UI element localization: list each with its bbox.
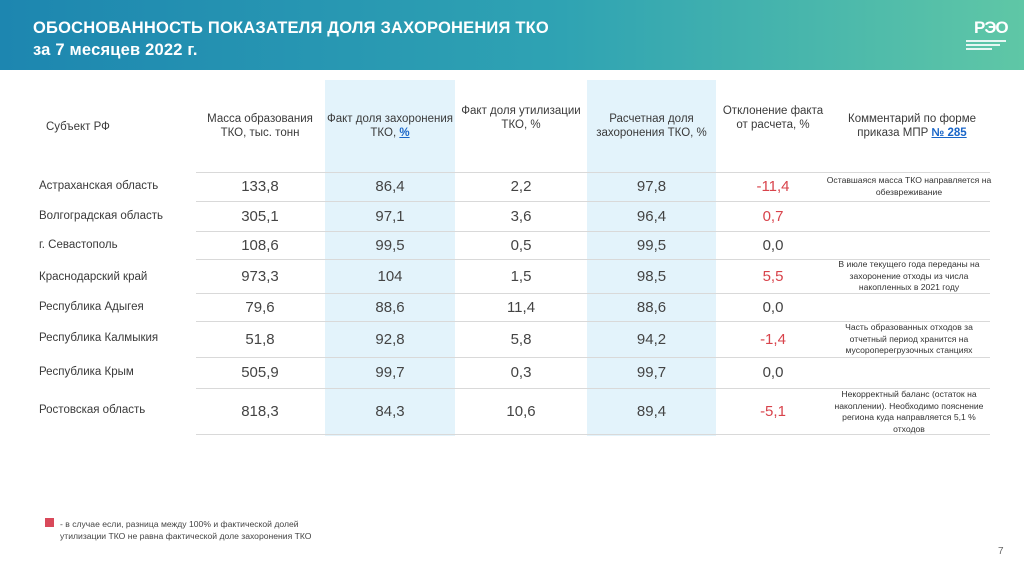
utilization-value: 5,8 [510,331,532,348]
comment-text: Часть образованных отходов за отчетный п… [845,322,973,355]
utilization-value: 1,5 [510,268,532,285]
mass-value: 108,6 [241,237,279,254]
title-line-2: за 7 месяцев 2022 г. [33,41,198,59]
region-name: Краснодарский край [39,271,148,283]
deviation-value: -5,1 [760,403,786,420]
comment-text: Некорректный баланс (остаток на накоплен… [834,389,984,434]
comment-text: В июле текущего года переданы на захорон… [838,259,980,292]
burial-calc-value: 89,4 [636,403,667,420]
header-mass: Масса образования ТКО, тыс. тонн [207,113,313,139]
deviation-value: -11,4 [756,178,790,195]
row-divider [196,321,990,322]
row-divider [196,434,990,435]
legend-color-swatch [45,518,54,527]
burial-calc-column-highlight [587,80,716,436]
burial-fact-value: 84,3 [375,403,405,420]
burial-fact-column-highlight [325,80,455,436]
mass-value: 305,1 [241,208,279,225]
page-number: 7 [998,546,1004,557]
header-deviation: Отклонение факта от расчета, % [722,105,824,131]
region-name: Республика Крым [39,366,134,378]
row-divider [196,231,990,232]
deviation-value: -1,4 [760,331,786,348]
header-utilization-fact: Факт доля утилизации ТКО, % [461,105,581,131]
deviation-value: 0,0 [762,364,784,381]
deviation-value: 5,5 [762,268,784,285]
reo-logo: РЭО [966,18,1010,54]
utilization-value: 0,3 [510,364,532,381]
region-name: Волгоградская область [39,210,163,222]
mass-value: 79,6 [245,299,275,316]
row-divider [196,172,990,173]
region-name: Республика Адыгея [39,301,144,313]
row-divider [196,388,990,389]
logo-tagline-mark [966,40,1010,52]
header-subject: Субъект РФ [46,121,110,133]
order-285-link[interactable]: № 285 [931,127,967,139]
burial-fact-percent-link[interactable]: % [399,127,410,139]
comment-text: Оставшаяся масса ТКО направляется на обе… [826,175,992,197]
burial-fact-value: 104 [377,268,403,285]
region-name: г. Севастополь [39,239,118,251]
legend-text: - в случае если, разница между 100% и фа… [60,519,312,541]
row-divider [196,201,990,202]
region-name: Ростовская область [39,404,146,416]
burial-fact-value: 99,7 [375,364,405,381]
burial-calc-value: 88,6 [636,299,667,316]
region-name: Республика Калмыкия [39,332,159,344]
header-burial-calc: Расчетная доля захоронения ТКО, % [596,113,707,139]
mass-value: 133,8 [241,178,279,195]
header-burial-fact: Факт доля захоронения ТКО, % [327,113,453,139]
burial-calc-value: 99,5 [636,237,667,254]
mass-value: 973,3 [241,268,279,285]
title-line-1: ОБОСНОВАННОСТЬ ПОКАЗАТЕЛЯ ДОЛЯ ЗАХОРОНЕН… [33,19,549,37]
burial-fact-value: 86,4 [375,178,405,195]
burial-calc-value: 97,8 [636,178,667,195]
deviation-value: 0,0 [762,237,784,254]
header-comment: Комментарий по форме приказа МПР № 285 [848,113,976,139]
logo-text: РЭО [974,18,1009,37]
burial-calc-value: 99,7 [636,364,667,381]
burial-calc-value: 98,5 [636,268,667,285]
burial-calc-value: 96,4 [636,208,667,225]
mass-value: 51,8 [245,331,275,348]
slide-header: ОБОСНОВАННОСТЬ ПОКАЗАТЕЛЯ ДОЛЯ ЗАХОРОНЕН… [0,0,1024,70]
utilization-value: 3,6 [510,208,532,225]
mass-value: 818,3 [241,403,279,420]
row-divider [196,259,990,260]
row-divider [196,357,990,358]
row-divider [196,293,990,294]
slide-title: ОБОСНОВАННОСТЬ ПОКАЗАТЕЛЯ ДОЛЯ ЗАХОРОНЕН… [33,17,549,61]
burial-fact-value: 88,6 [375,299,405,316]
region-name: Астраханская область [39,180,159,192]
mass-value: 505,9 [241,364,279,381]
burial-fact-value: 99,5 [375,237,405,254]
burial-fact-value: 97,1 [375,208,405,225]
utilization-value: 2,2 [510,178,532,195]
deviation-value: 0,0 [762,299,784,316]
utilization-value: 10,6 [506,403,536,420]
burial-calc-value: 94,2 [636,331,667,348]
utilization-value: 0,5 [510,237,532,254]
deviation-value: 0,7 [762,208,784,225]
utilization-value: 11,4 [506,299,536,316]
burial-fact-value: 92,8 [375,331,405,348]
